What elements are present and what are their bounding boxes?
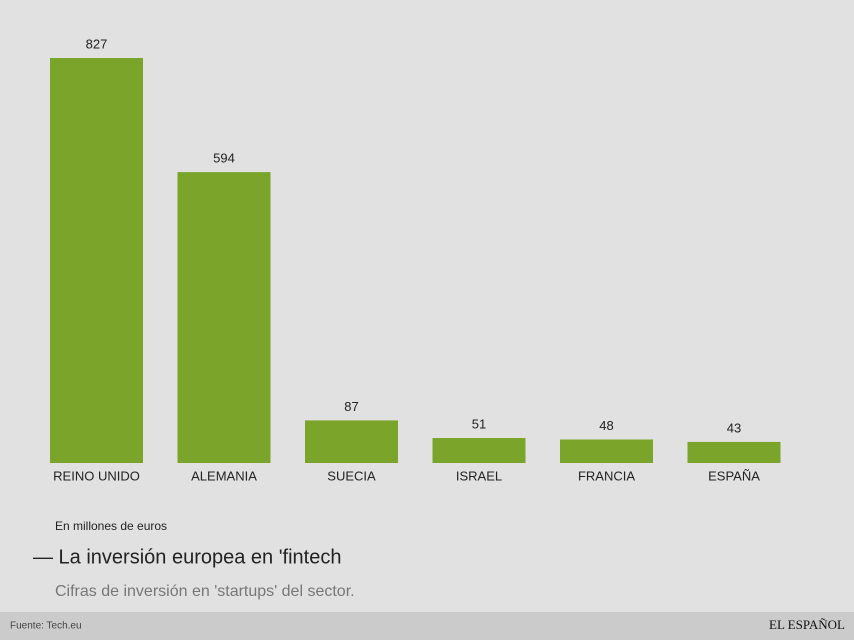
value-label: 594 xyxy=(213,151,235,166)
x-tick-label: FRANCIA xyxy=(578,468,635,483)
x-tick-label: REINO UNIDO xyxy=(53,468,140,483)
value-label: 827 xyxy=(86,36,108,51)
bar xyxy=(177,172,271,463)
x-tick-label: ALEMANIA xyxy=(191,468,257,483)
source: Fuente: Tech.eu xyxy=(10,621,82,632)
chart-subtitle: Cifras de inversión en 'startups' del se… xyxy=(55,583,355,600)
x-tick-label: SUECIA xyxy=(327,468,376,483)
bar xyxy=(432,438,526,463)
x-tick-label: ESPAÑA xyxy=(708,468,760,483)
bar xyxy=(50,58,143,463)
x-tick-label: ISRAEL xyxy=(456,468,502,483)
bar xyxy=(687,441,781,463)
note: En millones de euros xyxy=(55,519,167,533)
footer xyxy=(0,612,854,640)
value-label: 51 xyxy=(472,416,486,431)
brand: EL ESPAÑOL xyxy=(769,617,845,632)
value-label: 87 xyxy=(344,399,358,414)
bar xyxy=(560,439,653,463)
chart-title: — La inversión europea en 'fintech xyxy=(33,546,341,568)
bar xyxy=(305,420,398,463)
value-label: 48 xyxy=(599,418,613,433)
value-label: 43 xyxy=(727,420,741,435)
